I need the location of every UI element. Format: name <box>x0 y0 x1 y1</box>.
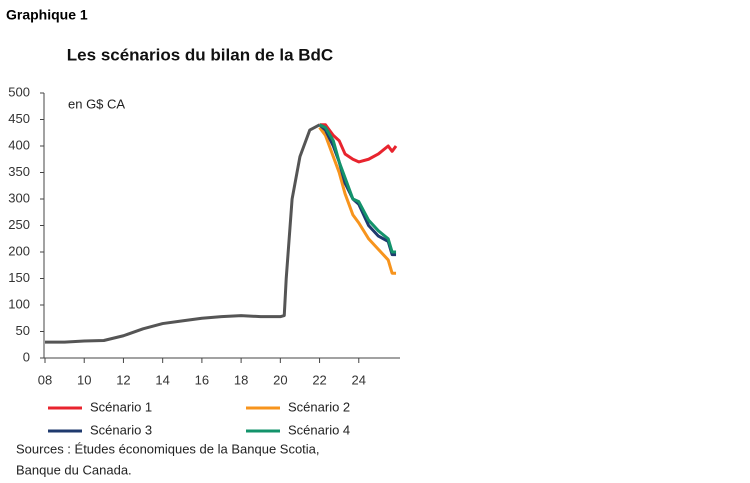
y-tick-label: 250 <box>8 217 30 232</box>
series-line <box>318 123 397 254</box>
y-tick-label: 100 <box>8 296 30 311</box>
source: Banque du Canada. <box>16 462 132 477</box>
legend-label: Scénario 3 <box>90 422 152 437</box>
legend-label: Scénario 2 <box>288 399 350 414</box>
series-line <box>319 123 398 164</box>
x-tick-label: 18 <box>234 372 248 387</box>
chart-title: Les scénarios du bilan de la BdC <box>67 45 333 64</box>
y-tick-label: 0 <box>23 349 30 364</box>
x-tick-label: 14 <box>155 372 169 387</box>
y-tick-label: 350 <box>8 164 30 179</box>
y-tick-label: 300 <box>8 190 30 205</box>
legend-label: Scénario 4 <box>288 422 350 437</box>
legend-label: Scénario 1 <box>90 399 152 414</box>
y-tick-label: 50 <box>16 323 30 338</box>
x-tick-label: 12 <box>116 372 130 387</box>
x-tick-label: 22 <box>312 372 326 387</box>
source: Sources : Études économiques de la Banqu… <box>16 441 320 456</box>
y-tick-label: 450 <box>8 111 30 126</box>
annotation: en G$ CA <box>68 96 125 111</box>
y-tick-label: 150 <box>8 270 30 285</box>
series-line <box>318 126 397 275</box>
y-tick-label: 400 <box>8 137 30 152</box>
y-tick-label: 500 <box>8 84 30 99</box>
figure-label: Graphique 1 <box>6 7 88 23</box>
y-tick-label: 200 <box>8 243 30 258</box>
x-tick-label: 10 <box>77 372 91 387</box>
x-tick-label: 24 <box>352 372 366 387</box>
x-tick-label: 08 <box>38 372 52 387</box>
x-tick-label: 16 <box>195 372 209 387</box>
series-line <box>45 123 321 344</box>
x-tick-label: 20 <box>273 372 287 387</box>
